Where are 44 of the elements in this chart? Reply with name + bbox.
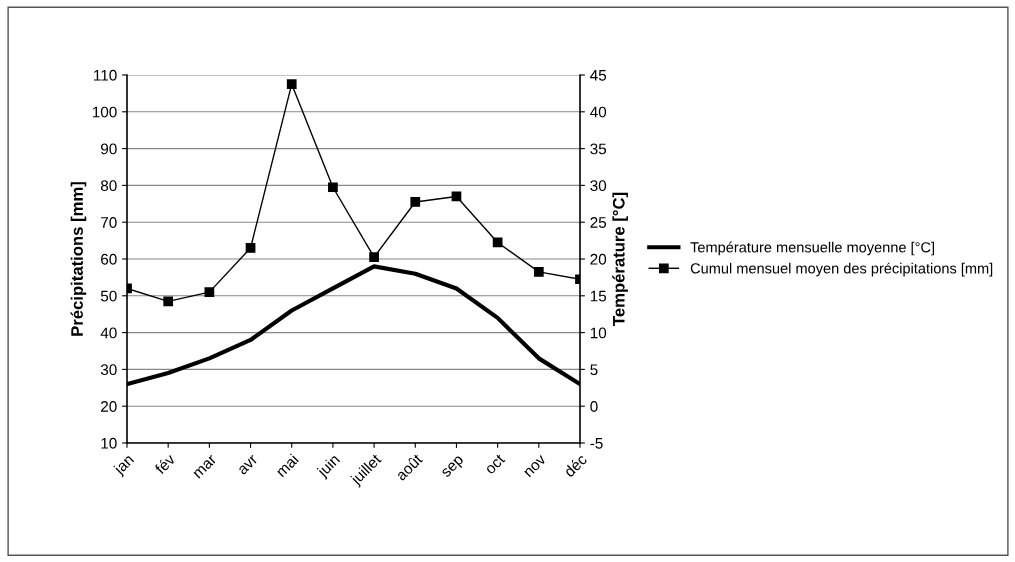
- y-tick-label: 50: [100, 290, 117, 302]
- legend-label: Cumul mensuel moyen des précipitations [mm]: [690, 262, 993, 277]
- x-tick-label: déc: [562, 452, 588, 478]
- y2-tick-label: 5: [590, 364, 598, 376]
- point: [163, 296, 174, 307]
- y-tick-label: 20: [101, 401, 117, 412]
- y2-tick-label: 30: [590, 180, 607, 192]
- x-tick-label: avr: [238, 454, 259, 476]
- y-tick-label: 80: [100, 180, 117, 192]
- y-tick-label: 10: [101, 437, 117, 449]
- x-tick-label: jan: [112, 453, 137, 478]
- point: [533, 267, 544, 277]
- y2-tick-label: 10: [590, 327, 607, 339]
- point: [328, 182, 338, 193]
- y-tick-label: 40: [100, 327, 117, 339]
- y2-tick-label: 45: [590, 70, 607, 81]
- y2-tick-label: -5: [590, 438, 603, 449]
- y-tick-label: 100: [92, 106, 117, 118]
- point: [245, 243, 256, 253]
- y-tick-label: 30: [100, 364, 117, 376]
- y2-tick-label: 0: [590, 401, 598, 412]
- y2-tick-label: 25: [590, 217, 607, 228]
- y2-tick-label: 20: [590, 253, 607, 265]
- y-tick-label: 110: [94, 69, 117, 81]
- y-tick-label: 70: [101, 217, 117, 228]
- y2-tick-label: 15: [590, 290, 607, 302]
- x-tick-label: sep: [441, 455, 467, 480]
- y-axis-title: Précipitations [mm]: [70, 182, 87, 336]
- x-tick-label: nov: [524, 454, 547, 478]
- x-tick-label: mar: [193, 454, 218, 479]
- x-tick-label: oct: [484, 453, 506, 475]
- point: [204, 287, 215, 297]
- point: [410, 197, 421, 207]
- y2-axis-title: Température [°C]: [612, 192, 628, 326]
- point: [286, 79, 297, 90]
- point: [369, 252, 379, 263]
- y-tick-label: 60: [101, 253, 117, 265]
- y2-tick-label: 40: [590, 106, 607, 118]
- legend-label: Température mensuelle moyenne [°C]: [690, 241, 934, 256]
- x-tick-label: mai: [275, 453, 299, 478]
- x-tick-label: fév: [153, 452, 177, 475]
- y2-tick-label: 35: [590, 143, 607, 155]
- y-tick-label: 90: [101, 143, 117, 155]
- x-tick-label: juin: [315, 453, 343, 480]
